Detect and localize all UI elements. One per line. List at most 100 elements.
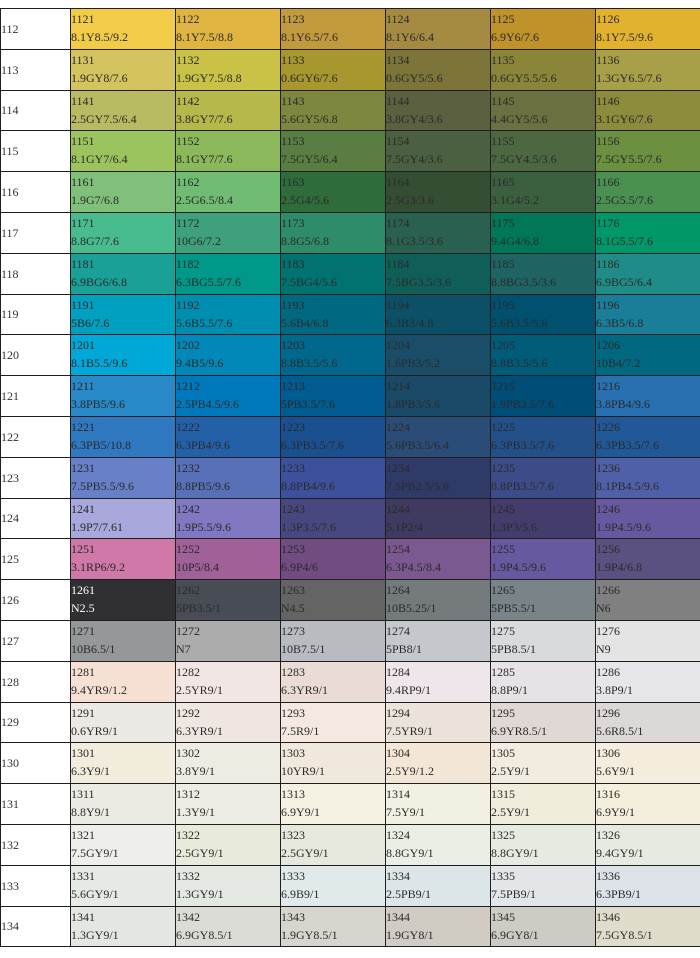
color-swatch-cell: 1232 8.8PB5/9.6 [175, 456, 281, 499]
munsell-notation: 1.8PB3/5.6 [386, 397, 441, 412]
munsell-notation: 2.5G6.5/8.4 [176, 193, 234, 208]
munsell-notation: 5.6R8.5/1 [596, 723, 644, 738]
munsell-notation: 6.9P4/6 [281, 560, 319, 575]
munsell-notation: 5.6PB3.5/6.4 [386, 437, 450, 452]
munsell-notation: 5.6B3.5/5.6 [491, 315, 548, 330]
munsell-notation: 6.9GY8.5/1 [176, 927, 233, 942]
color-code: 1343 [281, 909, 306, 924]
color-swatch-cell: 1131 1.9GY8/7.6 [70, 48, 176, 91]
munsell-notation: 2.5PB4.5/9.6 [176, 397, 240, 412]
color-code: 1306 [596, 746, 621, 761]
color-swatch-cell: 1311 8.8Y9/1 [70, 783, 176, 825]
color-code: 1315 [491, 787, 516, 802]
color-swatch-cell: 1121 8.1Y8.5/9.2 [70, 8, 176, 50]
munsell-notation: 6.3YR9/1 [176, 723, 224, 738]
color-code: 1162 [176, 175, 200, 190]
color-code: 1215 [491, 379, 516, 394]
munsell-notation: N9 [596, 641, 611, 656]
color-swatch-cell: 1214 1.8PB3/5.6 [385, 375, 491, 417]
color-swatch-cell: 1236 8.1PB4.5/9.6 [595, 456, 700, 499]
color-code: 1226 [596, 419, 621, 434]
color-swatch-cell: 1274 5PB8/1 [385, 619, 491, 662]
munsell-notation: 2.5YR9/1 [176, 682, 224, 697]
color-swatch-cell: 1155 7.5GY4.5/3.6 [490, 130, 596, 173]
munsell-notation: 0.6GY5/5.6 [386, 70, 443, 85]
munsell-notation: 10B7.5/1 [281, 641, 326, 656]
color-code: 1295 [491, 705, 516, 720]
color-code: 1194 [386, 297, 410, 312]
row-label: 130 [0, 742, 71, 785]
munsell-notation: 5.1P2/4 [386, 519, 424, 534]
table-row: 119 1191 5B6/7.6 1192 5.6B5.5/7.6 1193 5.6B4/6… [0, 293, 700, 336]
color-swatch-cell: 1201 8.1B5.5/9.6 [70, 334, 176, 377]
row-label: 129 [0, 701, 71, 744]
color-code: 1285 [491, 664, 516, 679]
color-swatch-cell: 1215 1.9PB3.5/7.6 [490, 375, 596, 417]
munsell-notation: 3.8PB4/9.6 [596, 397, 651, 412]
color-swatch-cell: 1331 5.6GY9/1 [70, 864, 176, 907]
color-code: 1311 [71, 787, 95, 802]
color-swatch-cell: 1164 2.5G3/3.6 [385, 171, 491, 213]
munsell-notation: 6.3B5/6.8 [596, 315, 644, 330]
munsell-notation: 6.3P4.5/8.4 [386, 560, 442, 575]
color-code: 1224 [386, 419, 411, 434]
munsell-notation: 6.9B9/1 [281, 886, 320, 901]
munsell-notation: 6.9Y6/7.6 [491, 30, 540, 44]
munsell-notation: 7.5R9/1 [281, 723, 320, 738]
color-swatch-cell: 1253 6.9P4/6 [280, 538, 386, 581]
color-swatch-cell: 1194 6.3B3/4.8 [385, 293, 491, 336]
munsell-notation: 5B6/7.6 [71, 315, 110, 330]
color-swatch-cell: 1275 5PB8.5/1 [490, 619, 596, 662]
munsell-notation: 5.6GY5/6.8 [281, 111, 338, 126]
munsell-notation: 10YR9/1 [281, 764, 326, 779]
color-swatch-cell: 1316 6.9Y9/1 [595, 783, 700, 825]
color-swatch-cell: 1312 1.3Y9/1 [175, 783, 281, 825]
color-swatch-cell: 1193 5.6B4/6.8 [280, 293, 386, 336]
color-swatch-cell: 1132 1.9GY7.5/8.8 [175, 48, 281, 91]
color-code: 1332 [176, 868, 201, 883]
color-swatch-cell: 1293 7.5R9/1 [280, 701, 386, 744]
color-swatch-cell: 1161 1.9G7/6.8 [70, 171, 176, 213]
color-code: 1255 [491, 542, 516, 557]
color-code: 1161 [71, 175, 95, 190]
row-label: 120 [0, 334, 71, 377]
color-code: 1124 [386, 12, 410, 26]
color-swatch-cell: 1282 2.5YR9/1 [175, 660, 281, 703]
color-code: 1214 [386, 379, 411, 394]
color-swatch-cell: 1202 9.4B5/9.6 [175, 334, 281, 377]
color-code: 1321 [71, 827, 96, 842]
color-swatch-cell: 1272 N7 [175, 619, 281, 662]
color-code: 1293 [281, 705, 306, 720]
color-swatch-cell: 1285 8.8P9/1 [490, 660, 596, 703]
color-code: 1225 [491, 419, 516, 434]
munsell-notation: 2.5G5.5/7.6 [596, 193, 654, 208]
color-swatch-cell: 1341 1.3GY9/1 [70, 905, 176, 948]
color-code: 1174 [386, 215, 410, 230]
color-code: 1163 [281, 175, 305, 190]
color-swatch-cell: 1122 8.1Y7.5/8.8 [175, 8, 281, 50]
color-swatch-cell: 1241 1.9P7/7.61 [70, 497, 176, 540]
munsell-notation: N4.5 [281, 601, 305, 616]
munsell-notation: 8.8PB5/9.6 [176, 478, 231, 493]
color-code: 1142 [176, 93, 200, 108]
color-swatch-cell: 1142 3.8GY7/7.6 [175, 89, 281, 132]
color-code: 1242 [176, 501, 201, 516]
color-code: 1341 [71, 909, 96, 924]
color-swatch-cell: 1245 1.3P3/5.6 [490, 497, 596, 540]
munsell-notation: 6.3YR9/1 [281, 682, 329, 697]
color-code: 1203 [281, 338, 306, 353]
color-code: 1263 [281, 583, 306, 598]
munsell-notation: 7.5GY4/3.6 [386, 152, 443, 167]
munsell-notation: 7.5BG3.5/3.6 [386, 274, 452, 289]
color-code: 1125 [491, 12, 515, 26]
color-swatch-cell: 1336 6.3PB9/1 [595, 864, 700, 907]
munsell-notation: 1.3P3.5/7.6 [281, 519, 337, 534]
munsell-notation: 7.5PB9/1 [491, 886, 537, 901]
munsell-notation: 2.5GY9/1 [281, 845, 329, 860]
color-swatch-cell: 1324 8.8GY9/1 [385, 823, 491, 866]
color-code: 1266 [596, 583, 621, 598]
color-code: 1155 [491, 134, 515, 149]
color-code: 1151 [71, 134, 95, 149]
munsell-notation: 9.4B5/9.6 [176, 356, 224, 371]
color-swatch-cell: 1156 7.5GY5.5/7.6 [595, 130, 700, 173]
